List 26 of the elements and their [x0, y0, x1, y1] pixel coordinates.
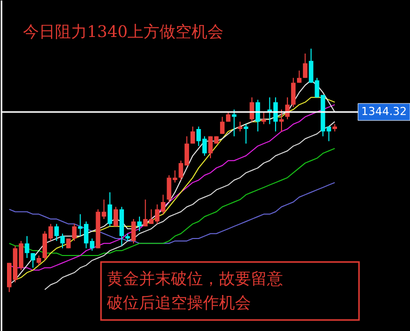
candlestick — [114, 206, 118, 227]
candlestick — [238, 121, 242, 132]
candlestick — [30, 252, 36, 268]
candlestick — [291, 77, 296, 108]
candlestick — [244, 124, 248, 144]
candlestick — [54, 223, 59, 242]
candlestick — [250, 96, 254, 122]
candlestick — [302, 53, 308, 78]
annotation: 黄金并末破位，故要留意 — [107, 269, 283, 288]
candlestick — [137, 216, 142, 232]
candlestick — [256, 99, 260, 132]
chart-title: 今日阻力1340上方做空机会 — [23, 22, 224, 41]
candlestick — [60, 233, 65, 249]
candlestick — [36, 255, 42, 266]
candlestick — [72, 223, 77, 242]
candlestick — [66, 238, 71, 249]
text: 破位后追空操作机会 — [106, 293, 251, 312]
candlestick — [285, 96, 290, 120]
candlestick — [220, 116, 225, 134]
candlestick — [24, 236, 30, 258]
candlestick — [297, 70, 302, 84]
candlestick — [232, 109, 236, 137]
candlestick — [131, 218, 136, 244]
candlestick — [108, 192, 112, 227]
text: 1344.32 — [361, 104, 407, 118]
candlestick — [190, 126, 195, 144]
